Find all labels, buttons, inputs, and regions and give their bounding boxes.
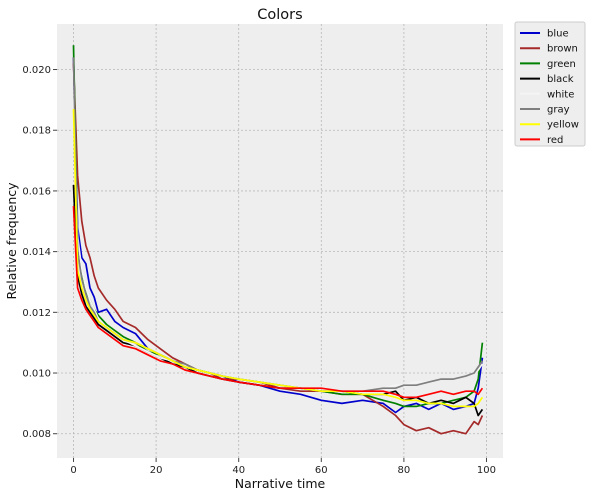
y-axis-ticks: 0.008 0.010 0.012 0.014 0.016 0.018 0.020 bbox=[22, 65, 57, 440]
series-line-yellow bbox=[72, 108, 484, 408]
legend-label-black: black bbox=[547, 74, 574, 85]
x-axis-label: Narrative time bbox=[235, 476, 326, 491]
x-tick-label: 20 bbox=[150, 465, 163, 476]
legend-label-red: red bbox=[547, 135, 563, 146]
x-tick-label: 100 bbox=[477, 465, 496, 476]
y-tick-label: 0.018 bbox=[22, 126, 51, 137]
x-tick-label: 60 bbox=[315, 465, 328, 476]
series-line-brown bbox=[72, 63, 484, 435]
x-tick-label: 0 bbox=[70, 465, 76, 476]
y-tick-label: 0.020 bbox=[22, 65, 51, 76]
series-line-red bbox=[72, 206, 484, 399]
y-tick-label: 0.008 bbox=[22, 429, 51, 440]
x-tick-label: 40 bbox=[232, 465, 245, 476]
legend-label-yellow: yellow bbox=[547, 120, 579, 131]
y-tick-label: 0.012 bbox=[22, 308, 51, 319]
legend-label-brown: brown bbox=[547, 44, 578, 55]
legend-box bbox=[514, 21, 586, 147]
x-axis-ticks: 0 20 40 60 80 100 bbox=[70, 458, 496, 476]
y-axis-label: Relative frequency bbox=[4, 182, 19, 300]
y-tick-label: 0.010 bbox=[22, 369, 51, 380]
x-tick-label: 80 bbox=[398, 465, 411, 476]
legend-label-white: white bbox=[547, 89, 574, 100]
legend-label-green: green bbox=[547, 59, 576, 70]
legend-label-blue: blue bbox=[547, 29, 569, 40]
series-lines bbox=[72, 45, 484, 435]
legend-label-gray: gray bbox=[547, 105, 570, 116]
y-tick-label: 0.016 bbox=[22, 186, 51, 197]
y-tick-label: 0.014 bbox=[22, 247, 51, 258]
legend: blue brown green black white gray yellow red bbox=[514, 21, 586, 147]
chart-title: Colors bbox=[257, 7, 302, 23]
